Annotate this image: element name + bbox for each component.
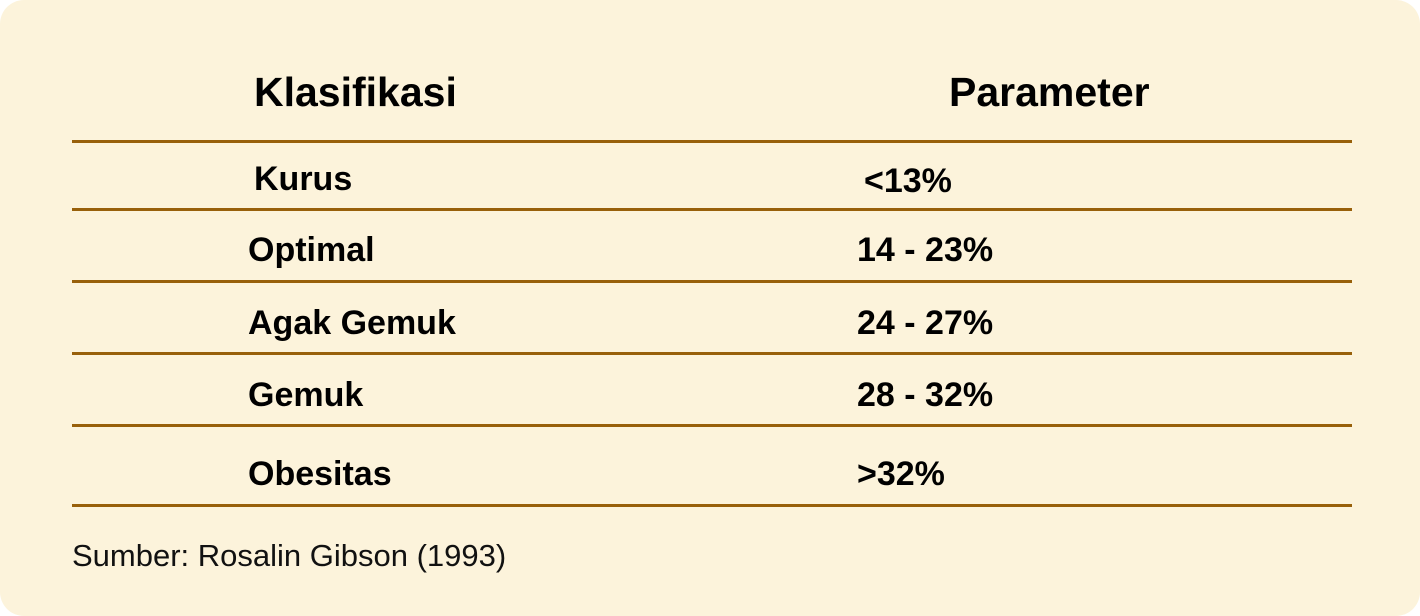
row-classification: Agak Gemuk bbox=[248, 304, 456, 342]
row-parameter: 28 - 32% bbox=[857, 376, 994, 414]
row-divider bbox=[72, 352, 1352, 355]
row-divider bbox=[72, 424, 1352, 427]
row-parameter: 14 - 23% bbox=[857, 231, 994, 269]
row-classification: Gemuk bbox=[248, 376, 364, 414]
row-classification: Obesitas bbox=[248, 455, 392, 493]
row-divider bbox=[72, 280, 1352, 283]
source-note: Sumber: Rosalin Gibson (1993) bbox=[72, 538, 507, 573]
row-divider bbox=[72, 208, 1352, 211]
header-parameter: Parameter bbox=[949, 69, 1150, 115]
header-divider bbox=[72, 140, 1352, 143]
table-bottom-rule bbox=[72, 504, 1352, 507]
row-parameter: <13% bbox=[864, 162, 952, 200]
row-classification: Kurus bbox=[254, 160, 353, 198]
row-parameter: 24 - 27% bbox=[857, 304, 994, 342]
header-classification: Klasifikasi bbox=[254, 69, 457, 115]
row-parameter: >32% bbox=[857, 455, 945, 493]
row-classification: Optimal bbox=[248, 231, 375, 269]
